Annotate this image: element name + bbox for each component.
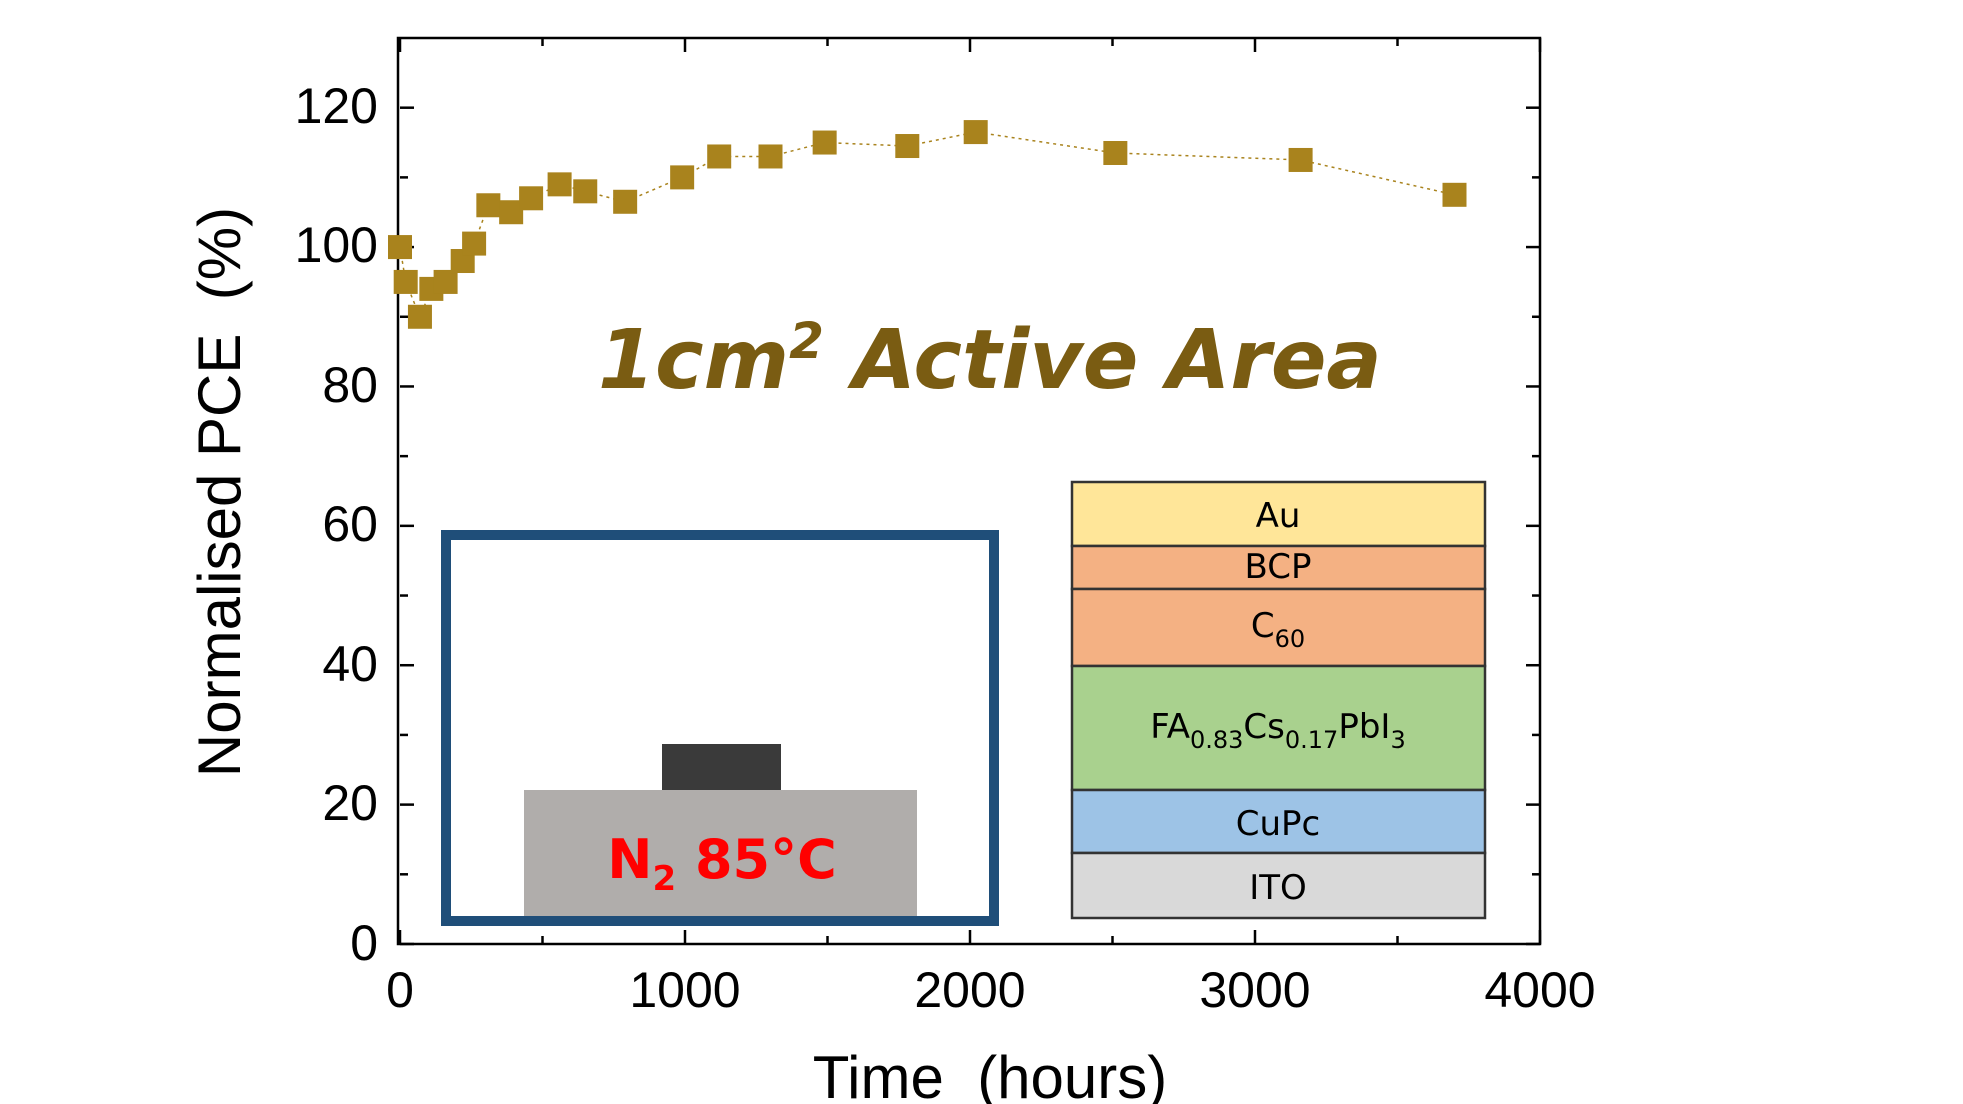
hotplate	[524, 790, 917, 916]
condition-subscript: 2	[652, 859, 676, 899]
active-area-annotation: 1cm2 Active Area	[598, 312, 1382, 408]
data-point	[476, 193, 501, 218]
perovskite-pbi: PbI	[1338, 707, 1390, 747]
x-tick-label: 4000	[1484, 962, 1595, 1018]
x-tick-label: 2000	[914, 962, 1025, 1018]
perovskite-cs-subscript: 0.17	[1285, 726, 1338, 754]
data-series	[388, 120, 1467, 329]
y-tick-label: 40	[322, 636, 378, 692]
layer-perovskite-label: FA0.83Cs0.17PbI3	[1150, 707, 1405, 754]
data-point	[670, 165, 695, 190]
y-tick-label: 100	[295, 217, 378, 273]
x-tick-label: 0	[386, 962, 414, 1018]
layer-ito	[1070, 851, 1487, 920]
layer-au	[1070, 480, 1487, 548]
active-area-suffix: Active Area	[824, 313, 1382, 408]
test-condition-label: N2 85°C	[607, 828, 836, 899]
data-point	[462, 231, 487, 256]
device-sample	[662, 744, 781, 790]
data-point	[573, 179, 598, 204]
data-point	[393, 269, 418, 294]
data-point	[707, 144, 732, 169]
y-tick-label: 20	[322, 775, 378, 831]
layer-perovskite	[1070, 664, 1487, 792]
condition-base: N	[607, 828, 652, 891]
device-stack-inset	[1070, 480, 1487, 920]
data-point	[547, 172, 572, 197]
x-tick-label: 3000	[1199, 962, 1310, 1018]
data-point	[812, 130, 837, 155]
y-tick-label: 60	[322, 496, 378, 552]
c60-base: C	[1251, 606, 1275, 646]
data-point	[519, 186, 544, 211]
perovskite-fa: FA	[1150, 707, 1190, 747]
axis-ticks	[398, 38, 1542, 946]
test-condition-inset: N2 85°C	[441, 530, 999, 926]
data-point	[388, 235, 412, 260]
layer-cupc-label: CuPc	[1236, 804, 1321, 844]
y-tick-label: 80	[322, 357, 378, 413]
layer-cupc	[1070, 788, 1487, 855]
layer-bcp-label: BCP	[1245, 547, 1312, 587]
condition-suffix: 85°C	[676, 828, 837, 891]
data-point	[963, 120, 988, 145]
data-point	[895, 134, 920, 159]
active-area-superscript: 2	[789, 312, 824, 370]
perovskite-fa-subscript: 0.83	[1190, 726, 1243, 754]
layer-au-label: Au	[1256, 496, 1301, 536]
layer-c60-label: C60	[1251, 606, 1305, 653]
perovskite-cs: Cs	[1243, 707, 1284, 747]
data-point	[407, 304, 432, 329]
x-axis-title: Time (hours)	[813, 1044, 1168, 1104]
y-tick-label: 0	[350, 915, 378, 971]
data-point	[758, 144, 783, 169]
perovskite-i-subscript: 3	[1390, 726, 1405, 754]
y-tick-label: 120	[295, 78, 378, 134]
y-axis-title: Normalised PCE (%)	[186, 207, 253, 777]
x-tick-label: 1000	[629, 962, 740, 1018]
data-point	[433, 269, 458, 294]
data-point	[1442, 182, 1467, 207]
data-point	[1103, 140, 1128, 165]
layer-ito-label: ITO	[1249, 868, 1307, 908]
c60-subscript: 60	[1275, 625, 1306, 653]
data-point	[613, 189, 638, 214]
data-point	[1288, 147, 1313, 172]
active-area-prefix: 1cm	[598, 313, 789, 408]
